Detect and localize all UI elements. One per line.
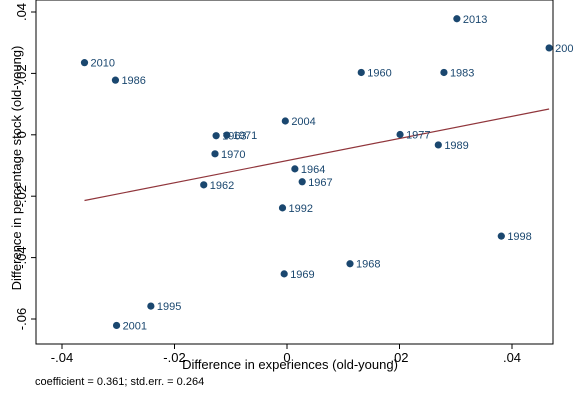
point-label: 2004 (291, 116, 315, 128)
point-label: 1971 (233, 130, 257, 142)
x-tick-label: -.02 (163, 350, 185, 365)
y-tick-label: .02 (14, 64, 29, 82)
point-label: 1995 (157, 301, 181, 313)
x-tick-label: .02 (390, 350, 408, 365)
fit-line (84, 108, 550, 202)
data-point (357, 68, 365, 77)
y-tick-label: 0 (14, 131, 29, 138)
point-label: 200 (555, 43, 573, 55)
point-label: 1986 (121, 75, 145, 87)
data-point (212, 132, 220, 140)
y-tick-label: -.02 (14, 185, 29, 207)
x-tick-label: -.04 (51, 350, 73, 365)
y-tick-label: -.04 (14, 246, 29, 268)
data-point (440, 68, 448, 77)
data-point (280, 270, 288, 278)
y-axis-title: Difference in percentage stock (old-youn… (9, 46, 24, 291)
plot-frame (35, 0, 554, 345)
x-tick-label: 0 (283, 350, 290, 365)
data-point (453, 15, 461, 23)
point-label: 1969 (290, 269, 314, 281)
data-point (200, 181, 208, 189)
point-label: 2001 (123, 320, 147, 332)
data-point (434, 141, 442, 149)
data-point (346, 260, 354, 268)
data-point (545, 44, 553, 52)
x-tick-label: .04 (503, 350, 521, 365)
x-axis-title: Difference in experiences (old-young) (182, 357, 398, 372)
data-point (111, 76, 120, 84)
y-tick-label: -.06 (14, 308, 29, 330)
data-point (211, 150, 219, 158)
point-label: 1968 (356, 259, 380, 271)
point-label: 1967 (308, 177, 332, 189)
data-point (112, 321, 121, 330)
data-point (298, 178, 306, 186)
fit-line-group (84, 108, 550, 202)
data-point (291, 165, 299, 173)
point-label: 1989 (444, 140, 468, 152)
point-label: 1983 (450, 67, 474, 79)
point-label: 1998 (507, 231, 531, 243)
data-point (497, 232, 505, 240)
point-label: 1964 (301, 164, 325, 176)
data-point (396, 130, 404, 139)
data-point (281, 117, 289, 125)
regression-note: coefficient = 0.361; std.err. = 0.264 (35, 376, 205, 388)
y-axis: -.06 -.04 -.02 0 .02 .04 (14, 3, 36, 330)
y-tick-label: .04 (14, 3, 29, 21)
point-label: 1992 (289, 203, 313, 215)
point-label: 2010 (91, 58, 115, 70)
data-point (147, 302, 155, 310)
point-label: 1962 (210, 180, 234, 192)
x-axis: -.04 -.02 0 .02 .04 (51, 344, 521, 365)
data-point (223, 131, 231, 139)
point-label: 2013 (463, 14, 487, 26)
data-point (278, 204, 287, 212)
point-label: 1960 (367, 67, 391, 79)
point-label: 1977 (406, 129, 430, 141)
point-label: 1970 (221, 149, 245, 161)
data-point (80, 59, 89, 67)
